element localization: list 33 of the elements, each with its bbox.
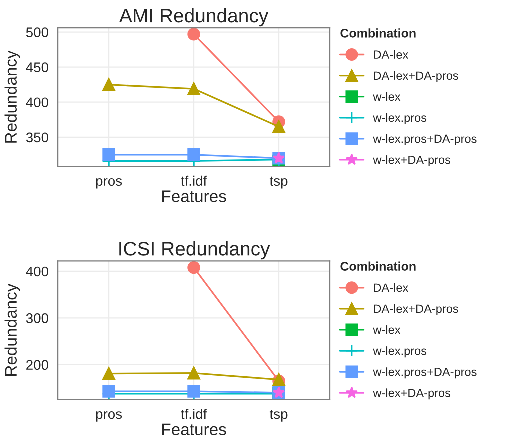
legend-label: w-lex [373, 326, 401, 334]
legend-label: w-lex [373, 92, 401, 102]
y-tick-label: 400 [26, 98, 48, 108]
legend-label: w-lex.pros+DA-pros [373, 368, 477, 379]
legend-title: Combination [340, 262, 416, 271]
y-tick-label: 400 [26, 266, 48, 277]
legend-label: DA-lex+DA-pros [374, 71, 458, 82]
legend-label: w-lex.pros [373, 346, 427, 358]
y-tick-label: 450 [26, 62, 48, 72]
legend-label: w-lex.pros [373, 113, 427, 124]
x-axis-title: Features [162, 424, 226, 436]
y-tick-label: 350 [26, 132, 48, 143]
legend-label: DA-lex [374, 283, 409, 292]
x-tick-label: pros [96, 178, 122, 189]
x-tick-label: pros [96, 412, 122, 422]
y-tick-label: 300 [26, 314, 48, 324]
legend-label: DA-lex+DA-pros [374, 304, 458, 316]
legend-label: w-lex+DA-pros [373, 388, 451, 400]
chart-title: AMI Redundancy [120, 8, 269, 27]
y-axis-title: Redundancy [4, 50, 20, 143]
x-tick-label: tf.idf [181, 408, 208, 420]
x-axis-title: Features [162, 190, 226, 202]
x-tick-label: tsp [270, 176, 288, 189]
x-tick-label: tsp [270, 410, 288, 422]
legend-label: w-lex.pros+DA-pros [373, 134, 477, 146]
chart-title: ICSI Redundancy [120, 242, 270, 260]
legend-label: w-lex+DA-pros [373, 156, 451, 167]
y-tick-label: 500 [26, 28, 48, 38]
x-tick-label: tf.idf [181, 176, 208, 186]
y-axis-title: Redundancy [4, 284, 20, 376]
legend-label: DA-lex [374, 50, 409, 60]
legend-title: Combination [340, 28, 416, 38]
y-tick-label: 200 [26, 360, 48, 370]
